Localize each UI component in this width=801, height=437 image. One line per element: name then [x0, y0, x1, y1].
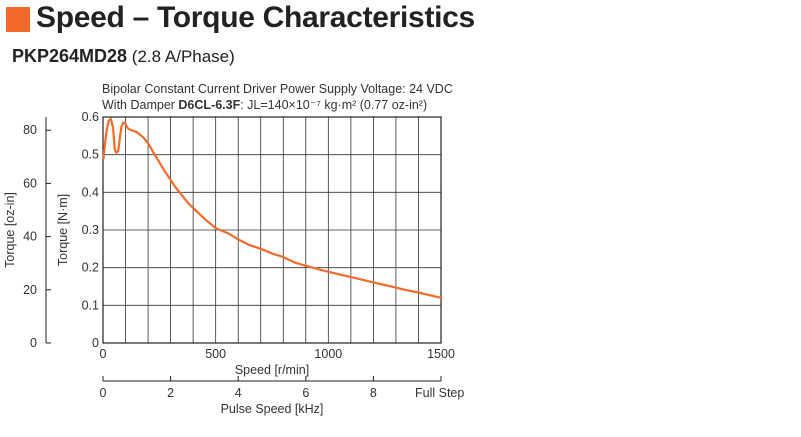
outer-y-tick-label: 0	[30, 336, 37, 350]
y-axis-label: Torque [N·m]	[56, 194, 70, 266]
outer-y-tick-label: 60	[23, 176, 37, 190]
pulse-axis-label: Pulse Speed [kHz]	[221, 402, 324, 416]
inertia-text: : JL=140×10⁻⁷ kg·m² (0.77 oz-in²)	[240, 98, 427, 112]
page-title: Speed – Torque Characteristics	[36, 1, 475, 34]
outer-y-tick-label: 20	[23, 283, 37, 297]
y-tick-label: 0	[92, 336, 99, 350]
model-note: (2.8 A/Phase)	[131, 47, 235, 66]
y-tick-label: 0.6	[82, 110, 99, 124]
pulse-tick-label: 0	[100, 386, 107, 400]
x-tick-label: 500	[205, 347, 226, 361]
x-axis-label: Speed [r/min]	[235, 363, 309, 377]
outer-y-tick-label: 40	[23, 230, 37, 244]
x-tick-label: 0	[100, 347, 107, 361]
title-accent-square	[6, 7, 30, 32]
pulse-tick-label: 6	[302, 386, 309, 400]
plot-frame	[102, 116, 442, 344]
model-number: PKP264MD28	[12, 46, 128, 66]
y-tick-label: 0.5	[82, 148, 99, 162]
torque-curve	[102, 117, 443, 299]
plot-area: 0 0.1 0.2 0.3 0.4 0.5 0.6 0 500 1000 1500 Speed [r/…	[3, 110, 464, 416]
y-tick-label: 0.2	[82, 261, 99, 275]
y-tick-label: 0.1	[82, 298, 99, 312]
outer-y-tick-label: 80	[23, 123, 37, 137]
x-tick-label: 1500	[427, 347, 455, 361]
model-heading: PKP264MD28 (2.8 A/Phase)	[12, 46, 235, 67]
y-tick-label: 0.4	[82, 185, 99, 199]
condition-line-1: Bipolar Constant Current Driver Power Su…	[102, 82, 453, 96]
pulse-tick-label: 2	[167, 386, 174, 400]
condition-prefix: With Damper	[102, 98, 178, 112]
outer-y-axis-label: Torque [oz-in]	[3, 192, 17, 268]
full-step-label: Full Step	[415, 386, 464, 400]
x-tick-label: 1000	[314, 347, 342, 361]
pulse-tick-label: 8	[370, 386, 377, 400]
pulse-tick-label: 4	[235, 386, 242, 400]
y-tick-label: 0.3	[82, 223, 99, 237]
damper-model: D6CL-6.3F	[178, 98, 240, 112]
condition-line-2: With Damper D6CL-6.3F: JL=140×10⁻⁷ kg·m²…	[102, 98, 427, 112]
